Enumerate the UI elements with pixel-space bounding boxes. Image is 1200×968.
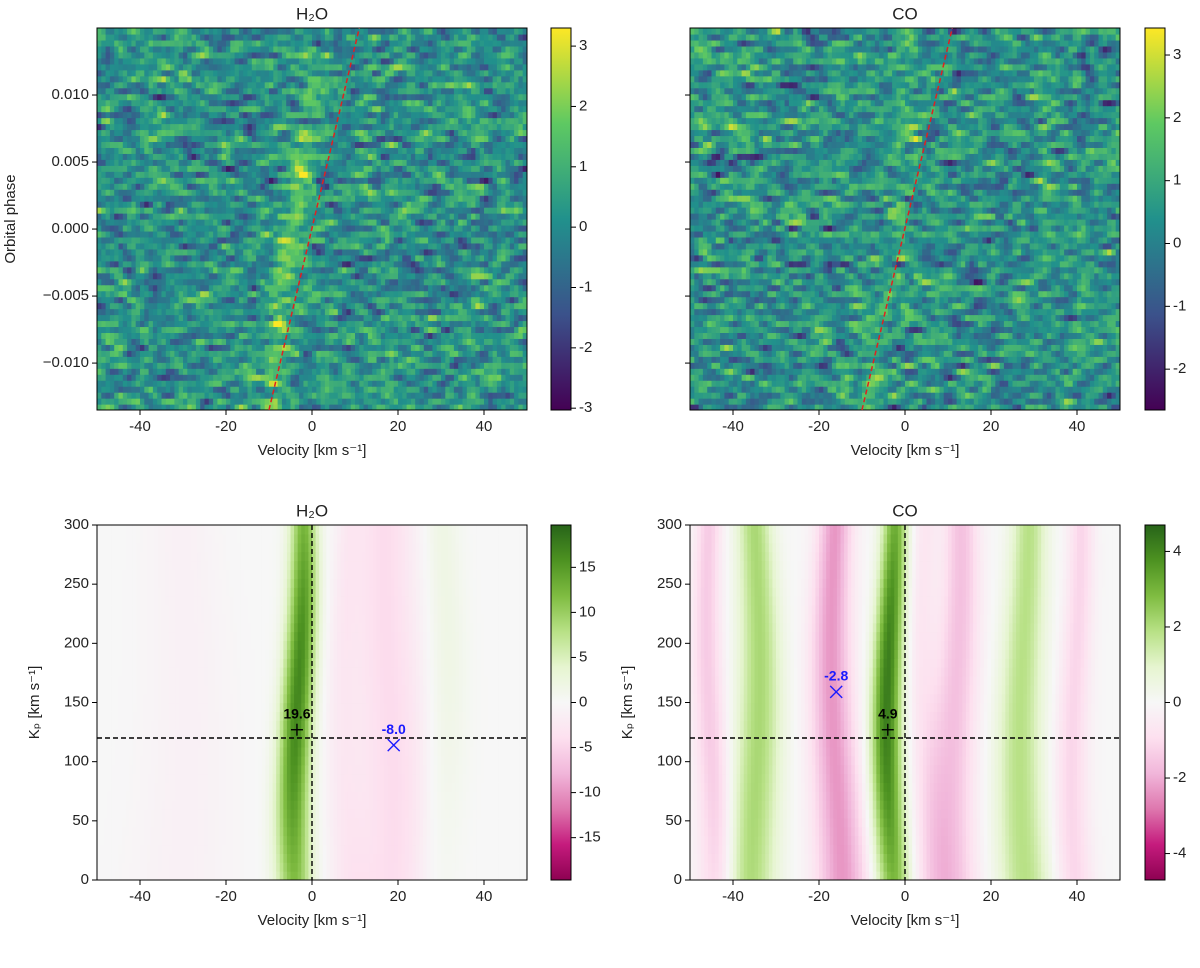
colorbar-tick-label: 1 bbox=[1173, 172, 1181, 189]
heatmap bbox=[690, 525, 1120, 880]
y-tick-label: 300 bbox=[64, 516, 89, 533]
y-tick-label: −0.005 bbox=[43, 287, 89, 304]
x-axis-label: Velocity [km s⁻¹] bbox=[258, 912, 367, 929]
colorbar-tick-label: 2 bbox=[579, 97, 587, 114]
peak-marker bbox=[829, 685, 843, 699]
x-tick-label: -40 bbox=[722, 418, 744, 435]
y-tick-label: 200 bbox=[64, 634, 89, 651]
x-tick-label: 40 bbox=[476, 418, 493, 435]
colorbar-tick-label: -2 bbox=[1173, 769, 1186, 786]
y-tick-label: 300 bbox=[657, 516, 682, 533]
x-tick-label: -40 bbox=[722, 888, 744, 905]
colorbar-tick-label: 5 bbox=[579, 648, 587, 665]
colorbar-tick-label: -3 bbox=[579, 399, 592, 416]
colorbar-tick-label: -4 bbox=[1173, 845, 1186, 862]
colorbar-tick-label: -2 bbox=[579, 339, 592, 356]
colorbar-tick-label: -5 bbox=[579, 739, 592, 756]
colorbar-tick-label: 0 bbox=[579, 218, 587, 235]
x-tick-label: 40 bbox=[476, 888, 493, 905]
x-tick-label: -20 bbox=[808, 418, 830, 435]
colorbar-tick-label: 15 bbox=[579, 558, 596, 575]
y-tick-label: 150 bbox=[64, 693, 89, 710]
y-tick-label: 250 bbox=[657, 575, 682, 592]
x-tick-label: 20 bbox=[390, 418, 407, 435]
colorbar-tick-label: 2 bbox=[1173, 618, 1181, 635]
x-tick-label: 0 bbox=[308, 418, 316, 435]
x-tick-label: -20 bbox=[215, 888, 237, 905]
chart-title: CO bbox=[892, 4, 918, 23]
y-tick-label: 0.000 bbox=[51, 220, 89, 237]
heatmap bbox=[97, 525, 527, 880]
y-tick-label: 150 bbox=[657, 693, 682, 710]
y-axis-label: Kₚ [km s⁻¹] bbox=[619, 666, 636, 740]
marker-label: -2.8 bbox=[824, 668, 848, 684]
peak-marker bbox=[881, 723, 894, 736]
colorbar-tick-label: 10 bbox=[579, 603, 596, 620]
marker-label: -8.0 bbox=[382, 721, 406, 737]
chart-title: CO bbox=[892, 501, 918, 520]
colorbar-tick-label: 0 bbox=[579, 693, 587, 710]
y-tick-label: 50 bbox=[665, 812, 682, 829]
x-tick-label: 0 bbox=[308, 888, 316, 905]
heatmap bbox=[97, 28, 527, 410]
colorbar-tick-label: 4 bbox=[1173, 542, 1181, 559]
chart-title: H₂O bbox=[296, 4, 328, 23]
x-tick-label: -20 bbox=[215, 418, 237, 435]
y-tick-label: −0.010 bbox=[43, 354, 89, 371]
x-axis-label: Velocity [km s⁻¹] bbox=[258, 442, 367, 459]
x-tick-label: -20 bbox=[808, 888, 830, 905]
y-tick-label: 250 bbox=[64, 575, 89, 592]
model-trail bbox=[861, 27, 954, 411]
model-trail bbox=[268, 27, 361, 411]
marker-label: 19.6 bbox=[283, 705, 310, 721]
x-tick-label: 20 bbox=[983, 888, 1000, 905]
x-tick-label: -40 bbox=[129, 418, 151, 435]
colorbar bbox=[1144, 524, 1166, 881]
x-tick-label: 40 bbox=[1069, 888, 1086, 905]
colorbar-tick-label: 0 bbox=[1173, 693, 1181, 710]
colorbar bbox=[1144, 27, 1166, 411]
x-tick-label: 0 bbox=[901, 888, 909, 905]
y-tick-label: 50 bbox=[72, 812, 89, 829]
y-axis-label: Kₚ [km s⁻¹] bbox=[26, 666, 43, 740]
colorbar-tick-label: -15 bbox=[579, 829, 601, 846]
colorbar-tick-label: -1 bbox=[1173, 297, 1186, 314]
colorbar-tick-label: 3 bbox=[579, 37, 587, 54]
x-tick-label: 20 bbox=[983, 418, 1000, 435]
x-tick-label: 0 bbox=[901, 418, 909, 435]
x-tick-label: -40 bbox=[129, 888, 151, 905]
y-tick-label: 0 bbox=[81, 871, 89, 888]
heatmap bbox=[690, 28, 1120, 410]
x-tick-label: 40 bbox=[1069, 418, 1086, 435]
y-axis-label: Orbital phase bbox=[2, 174, 19, 263]
colorbar-tick-label: -10 bbox=[579, 784, 601, 801]
peak-marker bbox=[387, 738, 401, 752]
y-tick-label: 0.005 bbox=[51, 153, 89, 170]
colorbar-tick-label: 3 bbox=[1173, 46, 1181, 63]
y-tick-label: 200 bbox=[657, 634, 682, 651]
chart-title: H₂O bbox=[296, 501, 328, 520]
x-tick-label: 20 bbox=[390, 888, 407, 905]
colorbar-tick-label: 1 bbox=[579, 158, 587, 175]
x-axis-label: Velocity [km s⁻¹] bbox=[851, 442, 960, 459]
x-axis-label: Velocity [km s⁻¹] bbox=[851, 912, 960, 929]
peak-marker bbox=[290, 723, 303, 736]
colorbar-tick-label: -2 bbox=[1173, 360, 1186, 377]
colorbar bbox=[550, 27, 572, 411]
colorbar-tick-label: 2 bbox=[1173, 109, 1181, 126]
colorbar-tick-label: -1 bbox=[579, 278, 592, 295]
marker-label: 4.9 bbox=[878, 705, 898, 721]
y-tick-label: 0 bbox=[674, 871, 682, 888]
colorbar-tick-label: 0 bbox=[1173, 234, 1181, 251]
y-tick-label: 100 bbox=[64, 753, 89, 770]
y-tick-label: 100 bbox=[657, 753, 682, 770]
colorbar bbox=[550, 524, 572, 881]
y-tick-label: 0.010 bbox=[51, 86, 89, 103]
